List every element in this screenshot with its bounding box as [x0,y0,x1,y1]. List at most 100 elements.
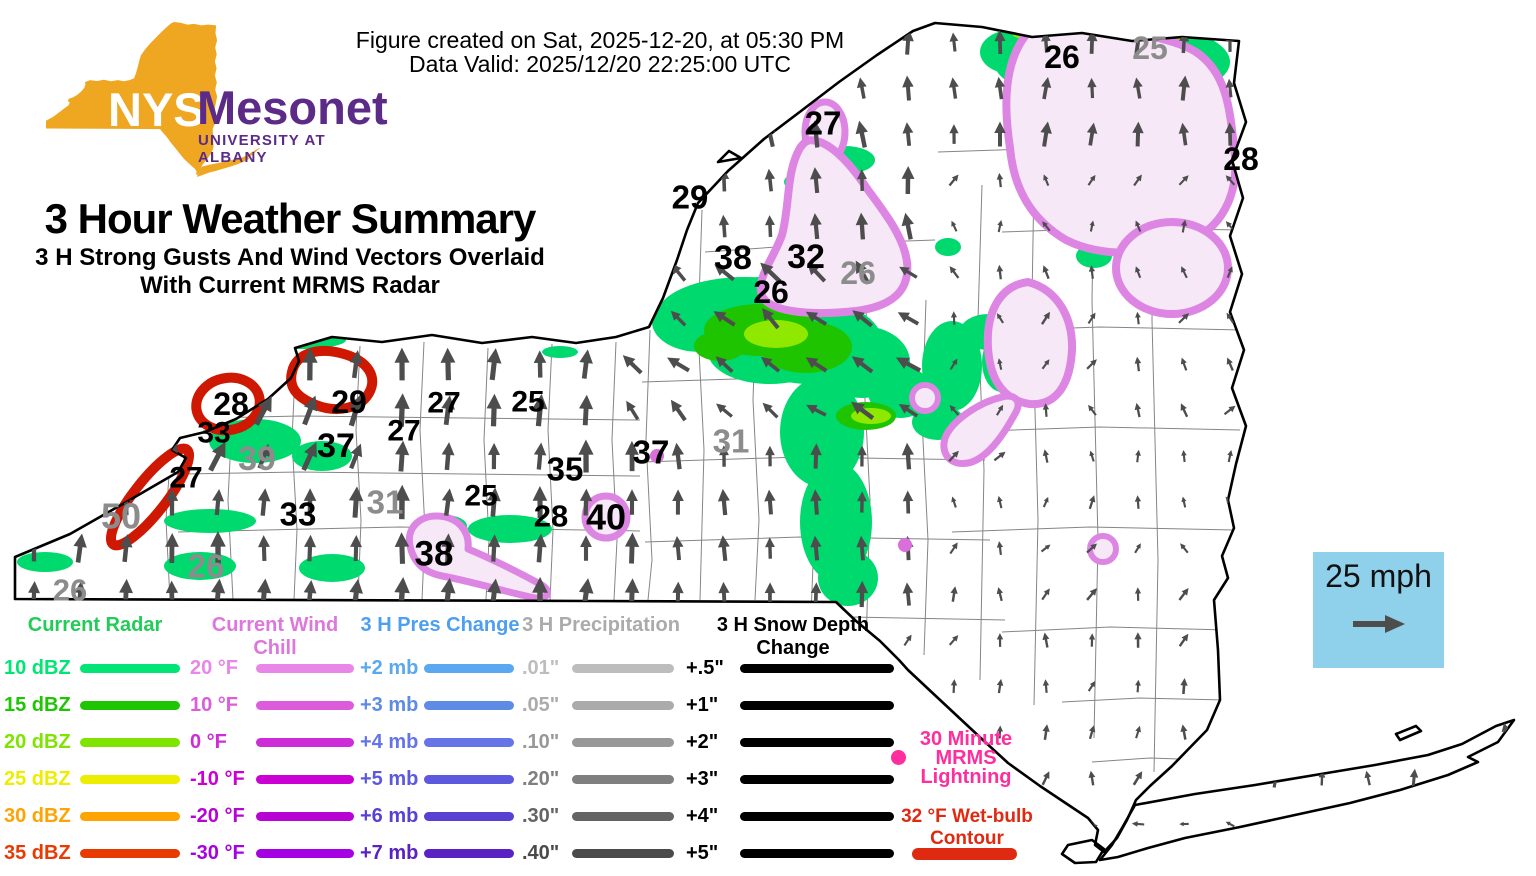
legend-row-label: +.5" [686,657,724,679]
legend-column-header: 3 H Precipitation [522,614,680,636]
ny-state-logo-shape [46,22,261,177]
legend-column: 3 H Pres Change +2 mb +3 mb +4 mb +5 mb +6 mb… [360,614,520,872]
legend-row: +6 mb [360,798,520,835]
legend-row-label: .30" [522,805,560,827]
svg-text:26: 26 [53,573,87,608]
legend-row: 30 dBZ [4,798,186,835]
svg-text:27: 27 [169,462,202,495]
legend-row-swatch [424,812,514,821]
svg-text:37: 37 [633,434,670,471]
legend-row: -20 °F [190,798,360,835]
title-block: 3 Hour Weather Summary 3 H Strong Gusts … [30,194,550,300]
legend-row-label: .40" [522,842,560,864]
legend-row-label: 25 dBZ [4,768,71,790]
figure-timestamp: Figure created on Sat, 2025-12-20, at 05… [330,28,870,76]
figure-created-text: Figure created on Sat, 2025-12-20, at 05… [355,27,845,53]
legend-column: 3 H Snow Depth Change +.5" +1" +2" +3" +4" +5" [686,614,900,872]
legend-row: 20 °F [190,650,360,687]
legend-row-swatch [80,701,180,710]
lightning-legend-label: 30 Minute MRMS Lightning [900,728,1032,788]
svg-text:40: 40 [586,497,626,538]
legend-row-swatch [80,664,180,673]
legend-row-label: +5 mb [360,768,419,790]
svg-text:28: 28 [213,386,249,422]
legend-row-label: .01" [522,657,560,679]
legend-row-label: .05" [522,694,560,716]
svg-text:26: 26 [188,548,225,585]
legend-row-label: -30 °F [190,842,245,864]
legend-column: Current Wind Chill 20 °F 10 °F 0 °F -10 °F -2… [190,614,360,872]
legend-row-swatch [572,812,674,821]
legend-row: +4" [686,798,900,835]
legend-row-label: +5" [686,842,719,864]
legend-row: .20" [522,761,680,798]
legend-row-swatch [256,849,354,858]
legend-row-label: +7 mb [360,842,419,864]
svg-text:31: 31 [713,423,750,460]
svg-text:26: 26 [753,274,789,310]
svg-text:39: 39 [238,440,276,478]
legend-row: 25 dBZ [4,761,186,798]
legend-column-header: Current Wind Chill [211,614,339,659]
svg-text:25: 25 [511,386,544,419]
wind-speed-reference-label: 25 mph [1325,558,1432,594]
state-outline [13,21,1516,865]
svg-text:50: 50 [101,496,141,537]
legend-column: 3 H Precipitation .01" .05" .10" .20" .30" .40… [522,614,680,872]
legend-row-label: +3 mb [360,694,419,716]
legend-row: +3 mb [360,687,520,724]
svg-text:27: 27 [387,415,420,448]
svg-text:27: 27 [427,387,460,420]
legend-row-swatch [256,701,354,710]
legend-row-label: 10 °F [190,694,239,716]
logo-university-text: UNIVERSITY AT ALBANY [198,132,326,166]
legend-row: .10" [522,724,680,761]
svg-text:38: 38 [714,239,752,277]
legend-row-label: -20 °F [190,805,245,827]
legend-row-label: 30 dBZ [4,805,71,827]
legend-row: +2 mb [360,650,520,687]
reference-arrow-icon [1353,615,1405,633]
legend-row: +2" [686,724,900,761]
legend-row-swatch [80,775,180,784]
legend-row-swatch [256,738,354,747]
lightning-line1: 30 Minute [919,728,1013,750]
legend-row: .05" [522,687,680,724]
legend-row-label: +3" [686,768,719,790]
legend-row: +7 mb [360,835,520,872]
legend-row-swatch [424,701,514,710]
legend-row-swatch [740,738,894,747]
legend-row-label: -10 °F [190,768,245,790]
wetbulb-legend-label: 32 °F Wet-bulb Contour [901,806,1033,849]
legend-row-swatch [740,701,894,710]
svg-text:28: 28 [534,499,568,534]
legend-row: .30" [522,798,680,835]
legend-row-label: 20 dBZ [4,731,71,753]
wetbulb-legend-line [912,848,1017,860]
lightning-line3: Lightning [920,766,1012,788]
legend-row-swatch [572,738,674,747]
svg-text:32: 32 [787,238,825,276]
svg-text:26: 26 [840,255,876,291]
svg-text:25: 25 [1132,30,1168,66]
legend-row-label: +2 mb [360,657,419,679]
svg-text:28: 28 [1223,141,1259,177]
legend-row: 10 dBZ [4,650,186,687]
wind-chill-contours [405,23,1240,602]
lightning-legend-dot [891,750,906,765]
legend-row-swatch [740,775,894,784]
legend-row-label: .20" [522,768,560,790]
legend-row: -30 °F [190,835,360,872]
legend-row: 15 dBZ [4,687,186,724]
logo-mesonet-text: Mesonet [197,81,388,134]
legend-row-swatch [572,701,674,710]
legend-row-label: 20 °F [190,657,239,679]
legend-row: .01" [522,650,680,687]
legend-row-swatch [424,849,514,858]
wetbulb-contours [105,346,378,551]
svg-text:33: 33 [197,417,230,450]
legend-row: +.5" [686,650,900,687]
legend-row: +3" [686,761,900,798]
legend-row-label: .10" [522,731,560,753]
legend-row-swatch [256,775,354,784]
